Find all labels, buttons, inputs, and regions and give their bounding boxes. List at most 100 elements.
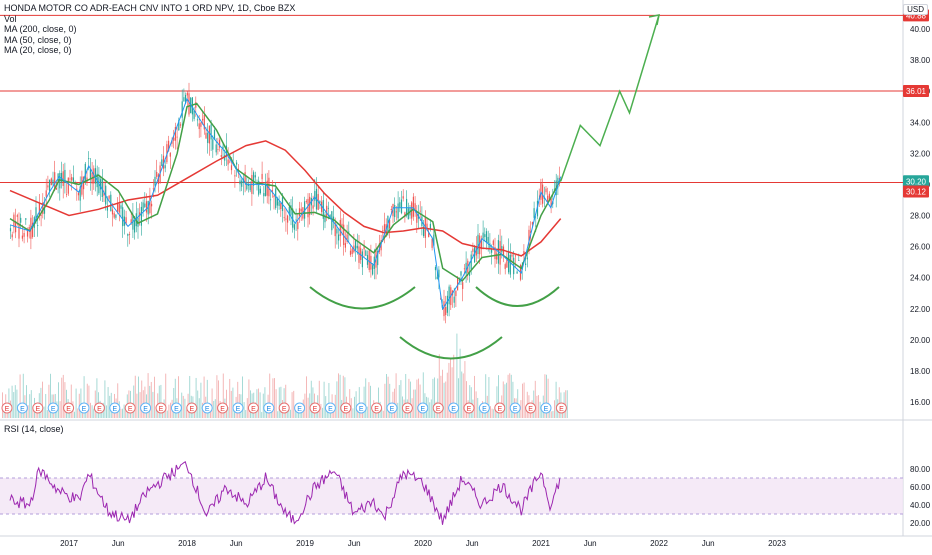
earnings-marker-icon: [417, 402, 429, 414]
volume-label[interactable]: Vol: [4, 13, 17, 24]
candle-body: [363, 245, 365, 250]
rsi-label[interactable]: RSI (14, close): [4, 424, 64, 434]
candle-body: [346, 234, 348, 242]
volume-bar: [46, 410, 48, 418]
volume-bar: [451, 367, 453, 418]
x-tick-label: 2018: [178, 539, 196, 548]
volume-bar: [534, 380, 536, 418]
projection-arrowhead: [648, 14, 660, 26]
candle-body: [118, 203, 120, 213]
price-label-text: 36.01: [906, 87, 927, 96]
volume-bar: [333, 411, 335, 418]
candle-body: [297, 221, 299, 230]
earnings-marker-label: E: [205, 406, 210, 413]
volume-bar: [147, 373, 149, 418]
volume-bar: [370, 385, 371, 418]
candle-body: [174, 127, 176, 141]
candle-body: [69, 178, 71, 180]
candle-body: [307, 198, 309, 218]
earnings-marker-label: E: [528, 406, 533, 413]
volume-bar: [397, 402, 399, 418]
candle-body: [349, 250, 352, 255]
candle-body: [84, 163, 86, 182]
head-arc: [399, 336, 503, 360]
volume-bar: [459, 348, 461, 418]
candle-body: [100, 179, 102, 190]
earnings-marker-icon: [109, 402, 121, 414]
volume-bar: [437, 378, 439, 418]
candle-body: [533, 208, 535, 218]
volume-bar: [125, 410, 127, 418]
candle-body: [484, 234, 486, 238]
candle-body: [115, 214, 117, 218]
candle-body: [67, 177, 69, 194]
volume-bar: [14, 385, 16, 418]
candle-body: [443, 301, 445, 317]
candle-body: [404, 212, 406, 217]
volume-bar: [339, 374, 341, 418]
earnings-marker-label: E: [482, 406, 487, 413]
chart-title[interactable]: HONDA MOTOR CO ADR-EACH CNV INTO 1 ORD N…: [4, 3, 296, 13]
volume-bar: [498, 375, 499, 418]
volume-bar: [91, 405, 93, 418]
candle-body: [465, 262, 467, 274]
earnings-marker-icon: [78, 402, 90, 414]
volume-bar: [309, 393, 311, 418]
volume-bar: [122, 408, 123, 418]
earnings-marker-icon: [32, 402, 44, 414]
volume-bar: [442, 369, 443, 418]
volume-bar: [158, 385, 160, 418]
volume-bar: [366, 406, 368, 418]
earnings-marker-label: E: [51, 406, 56, 413]
earnings-marker-icon: [232, 402, 244, 414]
candle-body: [440, 298, 442, 300]
candle-body: [506, 258, 508, 268]
candle-body: [11, 234, 13, 238]
candle-body: [436, 276, 438, 280]
volume-bar: [422, 372, 424, 418]
volume-bar: [293, 390, 295, 418]
rsi-band: [0, 478, 903, 514]
volume-bar: [184, 398, 186, 418]
volume-bar: [358, 387, 360, 418]
ma20-label[interactable]: MA (20, close, 0): [4, 45, 72, 55]
volume-bar: [429, 402, 431, 418]
volume-bar: [149, 385, 151, 418]
candle-body: [438, 269, 440, 278]
volume-bar: [195, 377, 197, 418]
volume-bar: [70, 384, 72, 418]
rsi-line: [9, 461, 561, 525]
candle-body: [319, 200, 321, 203]
volume-bar: [525, 406, 527, 418]
volume-bar: [562, 410, 563, 418]
earnings-marker-label: E: [436, 406, 441, 413]
candle-body: [127, 233, 129, 236]
candle-body: [120, 205, 122, 209]
y-tick-label: 38.00: [910, 56, 931, 65]
volume-bar: [245, 409, 247, 418]
volume-bar: [389, 383, 391, 418]
ma200-line: [9, 140, 562, 257]
ma200-label[interactable]: MA (200, close, 0): [4, 24, 77, 34]
candle-body: [445, 306, 447, 315]
currency-badge[interactable]: USD: [903, 4, 928, 15]
candle-body: [448, 286, 450, 305]
volume-bar: [483, 411, 485, 418]
earnings-marker-icon: [371, 402, 383, 414]
volume-bar: [312, 387, 314, 418]
ma50-label[interactable]: MA (50, close, 0): [4, 34, 72, 45]
volume-bar: [152, 391, 154, 418]
earnings-marker-label: E: [220, 406, 225, 413]
volume-bar: [491, 408, 493, 418]
candle-body: [348, 231, 350, 233]
candle-body: [230, 165, 233, 171]
volume-bar: [509, 373, 511, 418]
earnings-marker-label: E: [266, 406, 271, 413]
candle-body: [168, 140, 170, 152]
earnings-marker-icon: [170, 402, 182, 414]
earnings-marker-icon: [448, 402, 460, 414]
volume-bar: [62, 374, 64, 418]
volume-bar: [400, 380, 402, 418]
y-tick-label: 22.00: [910, 305, 931, 314]
